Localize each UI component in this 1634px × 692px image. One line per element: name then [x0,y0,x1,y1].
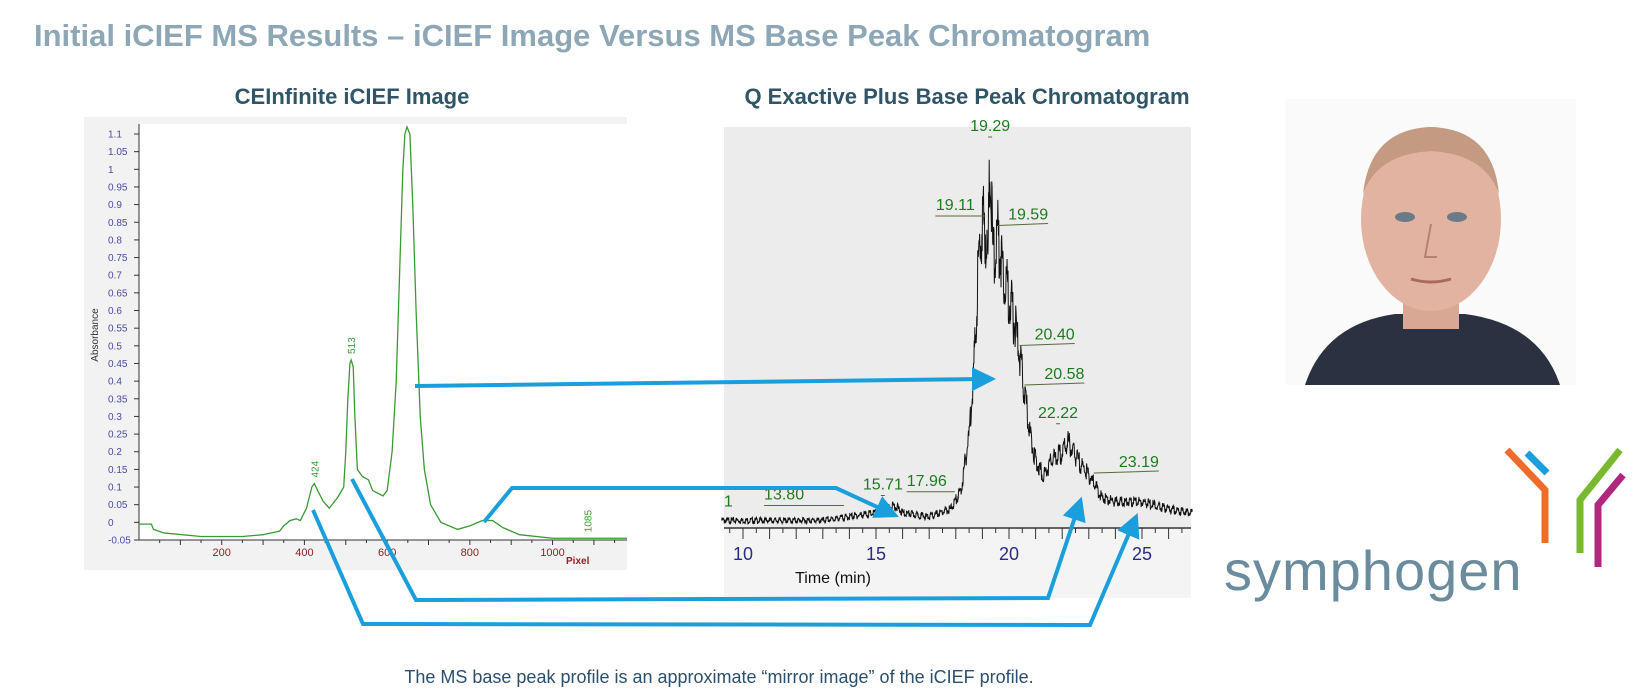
left-y-tick-label: 0.45 [108,359,128,370]
left-y-tick-label: 0.6 [108,306,122,317]
left-peak-label: 513 [347,337,358,354]
symphogen-logo-text: symphogen [1224,539,1523,602]
right-peak-label: 15.71 [863,477,903,494]
correspondence-arrow [311,509,1140,628]
left-y-tick-label: 0.75 [108,253,128,264]
symphogen-logo-icon [1504,447,1626,567]
slide-title: Initial iCIEF MS Results – iCIEF Image V… [34,18,1151,53]
left-y-tick-label: -0.05 [108,536,131,547]
left-y-tick-label: 0.7 [108,271,122,282]
correspondence-arrow [414,367,996,392]
right-plot-area [724,127,1191,528]
left-y-tick-label: 1.1 [108,130,122,141]
left-y-tick-label: 0.95 [108,182,128,193]
left-x-tick-label: 200 [213,547,231,559]
right-peak-label: 20.58 [1044,366,1084,383]
slide-caption: The MS base peak profile is an approxima… [404,667,1034,687]
right-peak-label: 1 [724,494,733,511]
left-x-axis-label: Pixel [566,556,590,567]
left-y-axis-label: Absorbance [90,308,101,362]
left-y-tick-label: 0.05 [108,500,128,511]
right-peak-label: 19.11 [936,197,975,214]
right-peak-leader [998,223,1049,226]
right-x-tick-label: 25 [1132,544,1152,564]
right-peak-label: 23.19 [1119,454,1159,471]
right-peak-leader [1019,343,1075,346]
left-y-tick-label: 0.4 [108,377,122,388]
right-x-tick-label: 20 [999,544,1019,564]
left-y-tick-label: 0.65 [108,288,128,299]
left-x-tick-label: 1000 [540,547,564,559]
right-peak-leader [1093,470,1159,474]
left-peak-label: 1085 [584,510,595,533]
left-plot-area [139,124,627,540]
right-peak-label: 19.59 [1008,207,1048,224]
left-y-tick-label: 0.85 [108,218,128,229]
correspondence-arrow [350,478,1086,603]
right-peak-label: 20.40 [1035,327,1075,344]
left-y-tick-label: 0 [108,518,114,529]
left-y-tick-label: 0.35 [108,394,128,405]
right-x-tick-label: 15 [866,544,886,564]
left-y-tick-label: 1.05 [108,147,128,158]
right-peak-leader [1024,382,1085,386]
right-series-line [721,159,1193,526]
left-y-tick-label: 0.8 [108,235,122,246]
left-y-tick-label: 0.2 [108,447,122,458]
left-y-tick-label: 0.15 [108,465,128,476]
left-x-tick-label: 800 [461,547,479,559]
right-chart-title: Q Exactive Plus Base Peak Chromatogram [744,84,1190,109]
left-y-tick-label: 0.5 [108,341,122,352]
right-peak-label: 17.96 [907,473,947,490]
left-y-tick-label: 0.25 [108,430,128,441]
left-y-tick-label: 0.3 [108,412,122,423]
right-x-axis-label: Time (min) [795,570,871,587]
left-x-tick-label: 400 [295,547,313,559]
left-y-tick-label: 0.55 [108,324,128,335]
right-peak-label: 19.29 [970,118,1010,135]
right-peak-label: 13.80 [764,487,804,504]
left-y-tick-label: 0.9 [108,200,122,211]
correspondence-arrow [482,486,899,524]
right-x-tick-label: 10 [733,544,753,564]
left-y-tick-label: 1 [108,165,114,176]
left-chart-title: CEInfinite iCIEF Image [234,84,470,109]
presenter-photo [1285,99,1576,385]
left-series-line [139,124,627,539]
left-y-tick-label: 0.1 [108,483,122,494]
right-peak-label: 22.22 [1038,405,1078,422]
left-peak-label: 424 [310,460,321,477]
